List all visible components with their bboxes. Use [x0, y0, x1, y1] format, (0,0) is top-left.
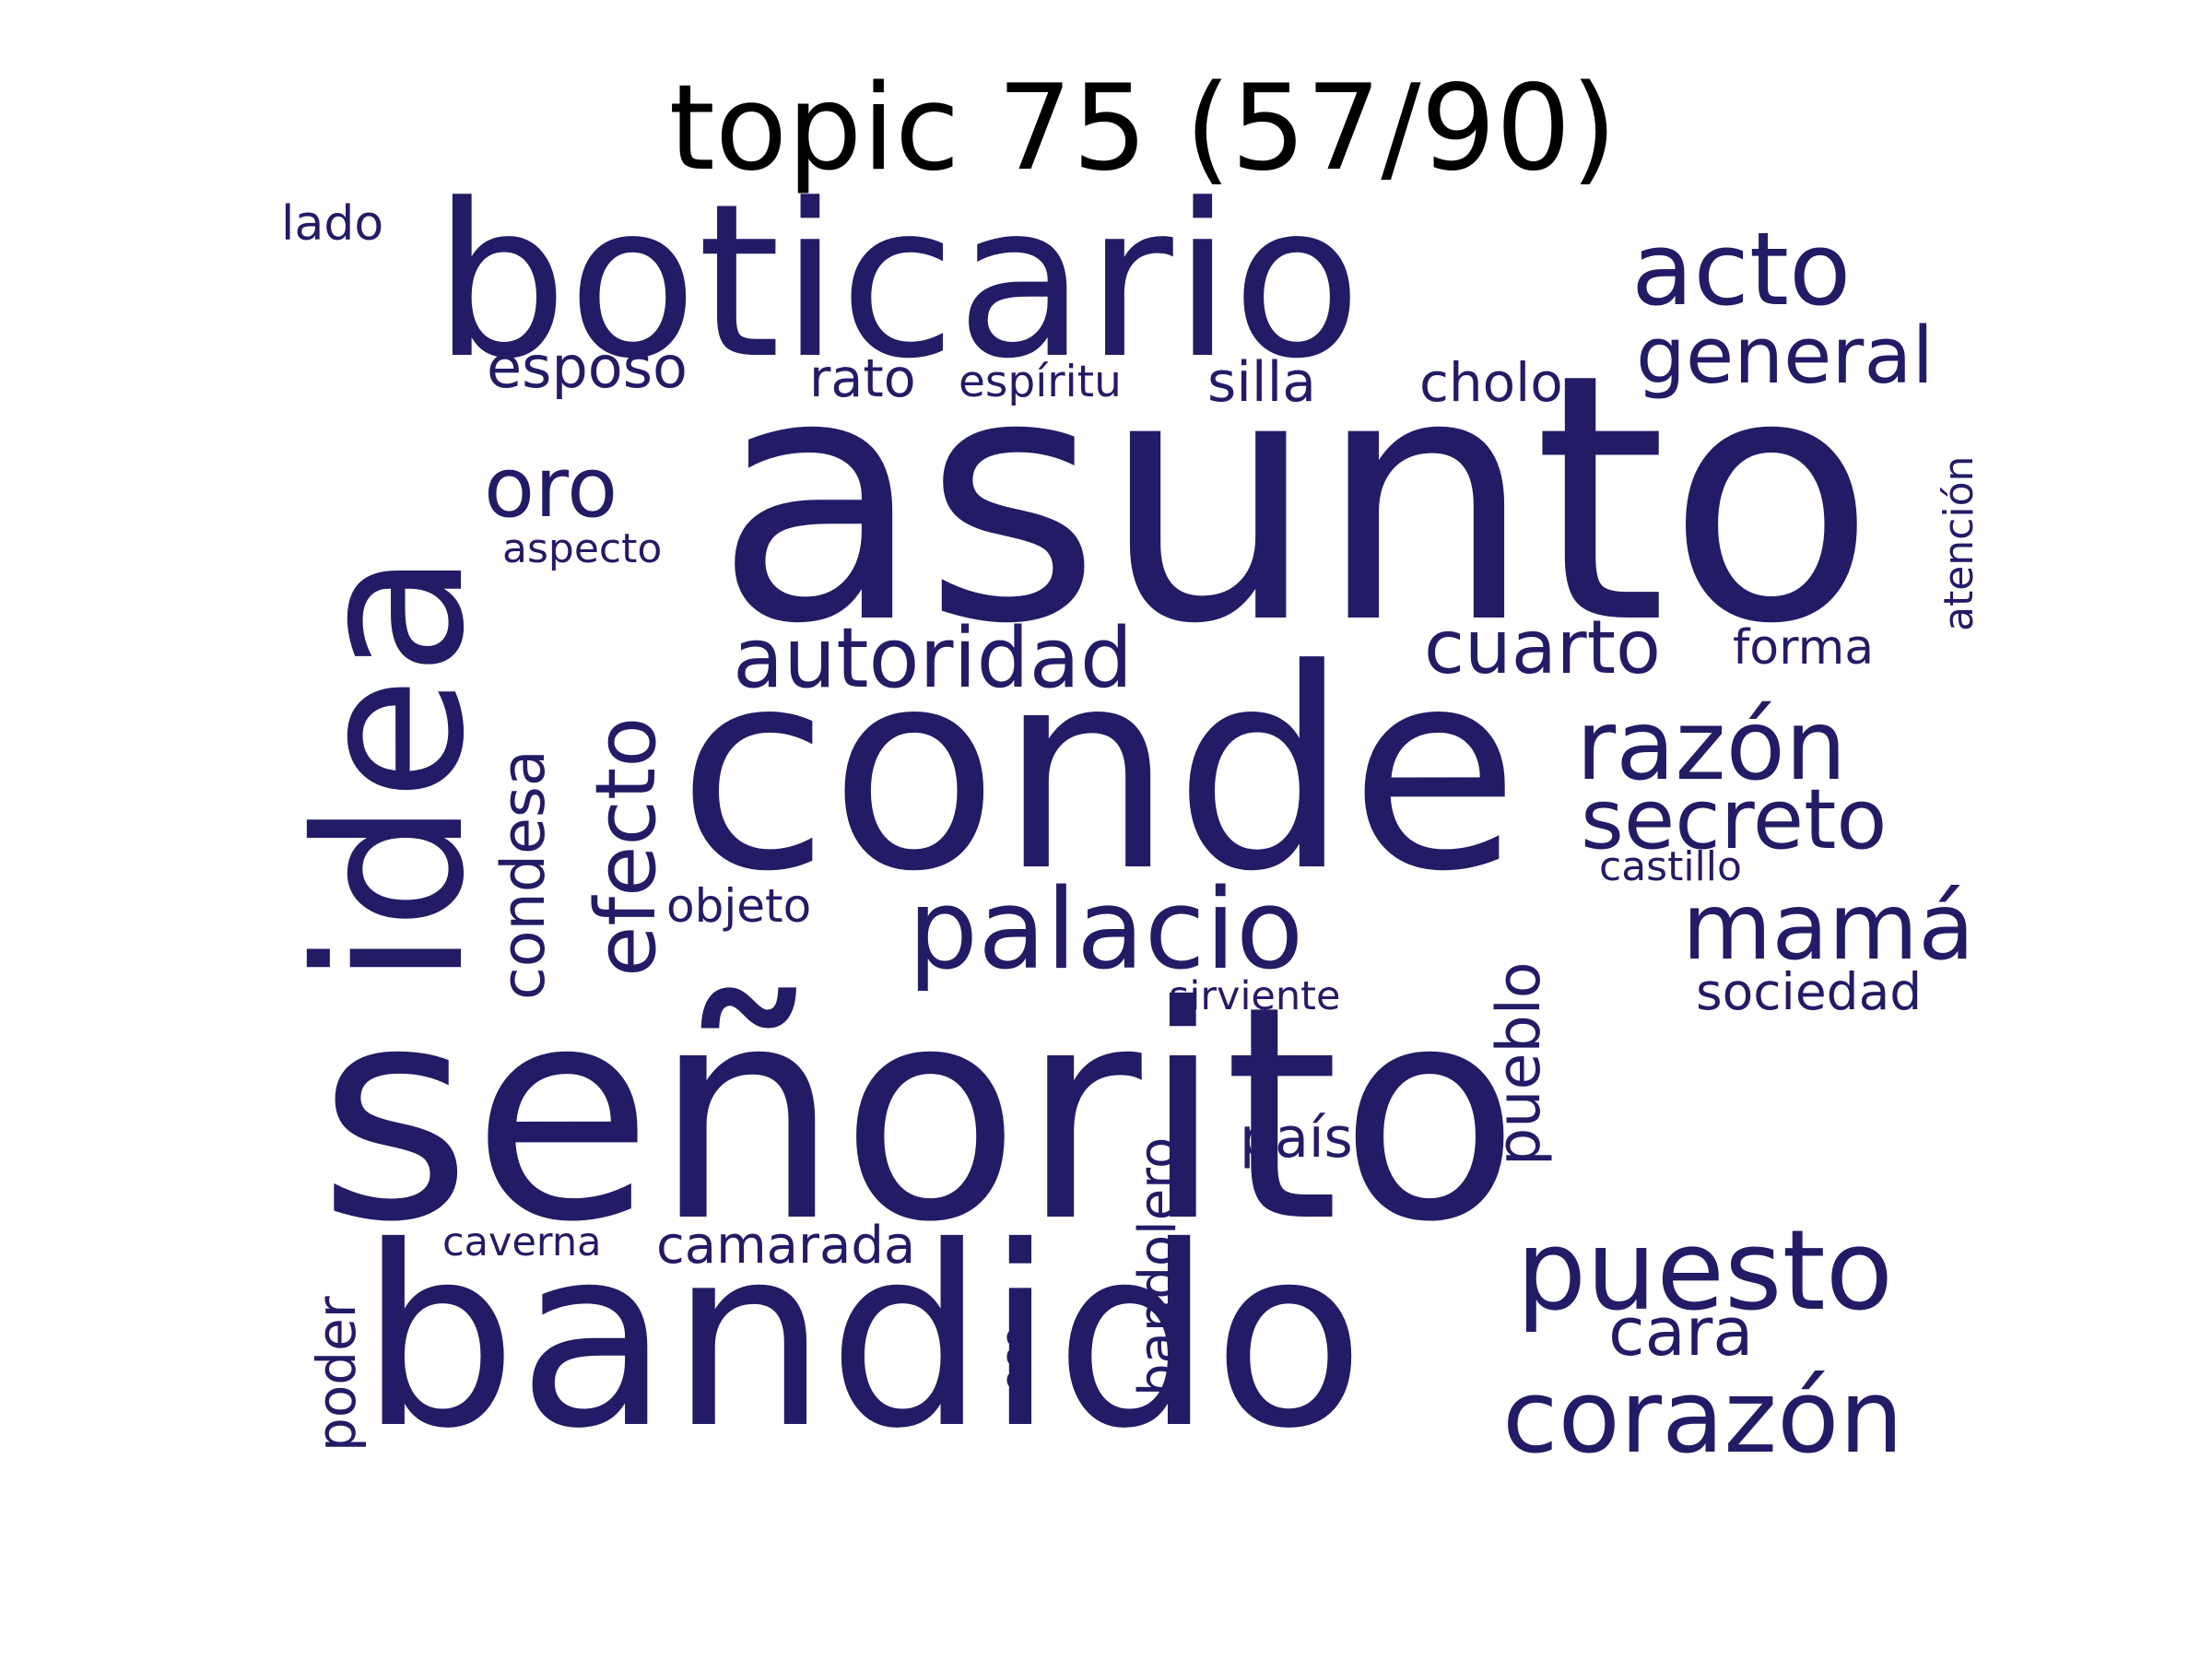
word-aspecto: aspecto	[502, 525, 662, 572]
word-camarada: camarada	[656, 1216, 915, 1276]
word-bandido: bandido	[359, 1193, 1365, 1483]
word-cuarto: cuarto	[1424, 605, 1661, 690]
word-cholo: cholo	[1419, 351, 1563, 414]
word-esposo: esposo	[487, 334, 688, 401]
word-sirviente: sirviente	[1169, 973, 1340, 1019]
word-corazon: corazón	[1502, 1358, 1903, 1476]
word-boticario: boticario	[433, 159, 1361, 406]
word-objeto: objeto	[666, 879, 811, 933]
word-senorito: señorito	[318, 944, 1520, 1287]
word-autoridad: autoridad	[733, 610, 1133, 707]
word-eco: eco	[994, 1326, 1037, 1392]
word-secreto: secreto	[1581, 771, 1888, 868]
chart-title: topic 75 (57/90)	[668, 60, 1618, 197]
word-pais: país	[1240, 1106, 1353, 1171]
word-pueblo: pueblo	[1485, 961, 1554, 1166]
word-efecto: efecto	[578, 717, 675, 977]
word-castillo: castillo	[1599, 843, 1742, 890]
word-cara: cara	[1608, 1293, 1753, 1371]
word-forma: forma	[1733, 620, 1874, 676]
word-general: general	[1636, 311, 1934, 402]
word-espiritu: espíritu	[959, 357, 1122, 407]
word-asunto: asunto	[714, 302, 1876, 699]
word-lado: lado	[281, 196, 383, 252]
word-conde: conde	[677, 610, 1520, 932]
word-oro: oro	[484, 440, 618, 536]
word-mama: mamá	[1682, 873, 1974, 981]
word-poder: poder	[305, 1296, 368, 1452]
word-caverna: caverna	[442, 1219, 601, 1265]
word-razon: razón	[1576, 689, 1846, 802]
word-idea: idea	[273, 552, 509, 986]
word-acto: acto	[1631, 210, 1851, 328]
word-condesa: condesa	[489, 749, 559, 1000]
word-bandolero: bandolero	[1128, 1137, 1188, 1396]
word-puesto: puesto	[1516, 1207, 1893, 1335]
word-palacio: palacio	[908, 866, 1303, 994]
word-silla: silla	[1207, 350, 1316, 415]
word-atencion: atención	[1936, 456, 1983, 631]
word-sociedad: sociedad	[1696, 962, 1922, 1021]
word-rato: rato	[809, 348, 916, 409]
